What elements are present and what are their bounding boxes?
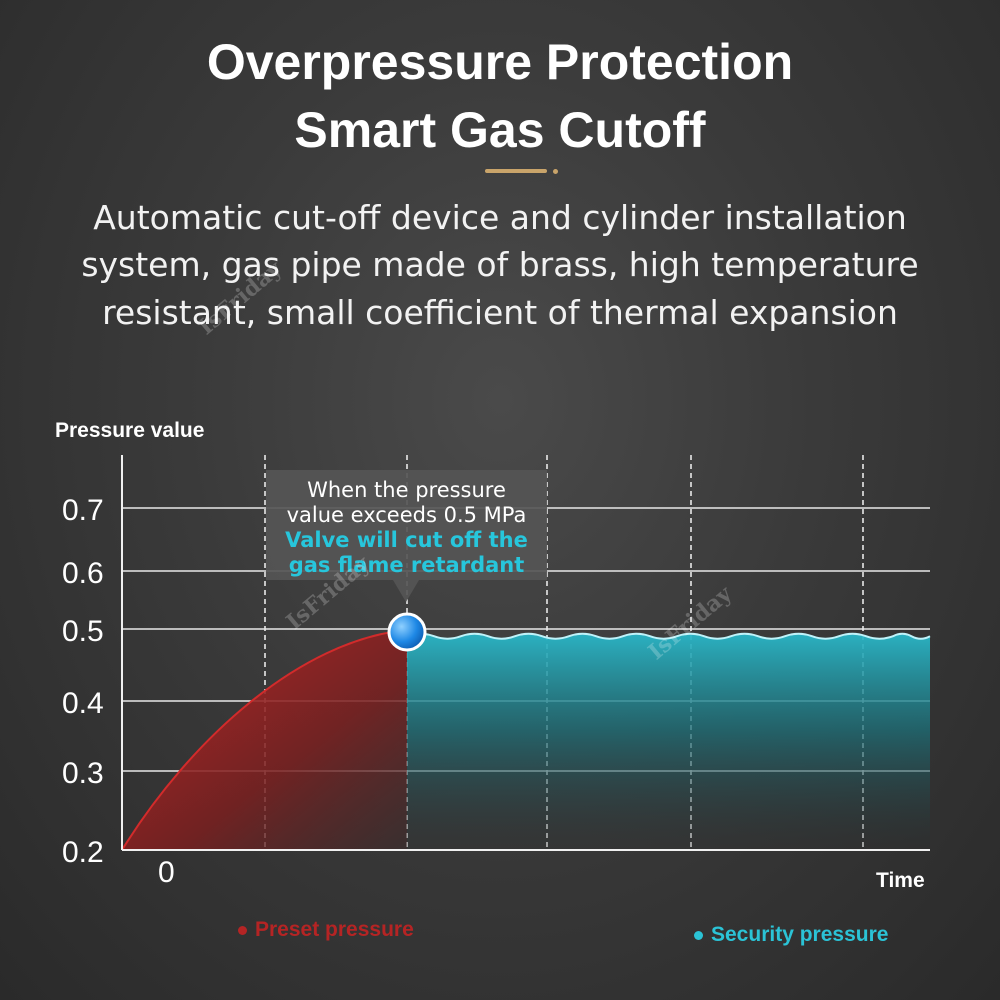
legend-preset-dot	[238, 925, 247, 935]
description-line-1: Automatic cut-off device and cylinder in…	[93, 198, 907, 237]
description-line-3: resistant, small coefficient of thermal …	[102, 293, 898, 332]
callout-line-1: When the pressure	[307, 478, 506, 502]
preset-pressure-line	[121, 629, 408, 851]
legend-preset-label: Preset pressure	[255, 918, 414, 941]
y-tick-label: 0.5	[62, 615, 104, 648]
title-line-1: Overpressure Protection	[206, 34, 794, 90]
preset-pressure-area	[122, 630, 407, 850]
title-divider	[485, 169, 547, 173]
cutoff-point-marker	[387, 612, 427, 652]
callout-pointer	[393, 580, 419, 602]
x-axis-title: Time	[876, 869, 925, 892]
y-tick-label: 0.2	[62, 836, 104, 869]
title-divider-dot	[553, 169, 558, 174]
callout-line-2: value exceeds 0.5 MPa	[286, 503, 527, 527]
y-tick-label: 0.4	[62, 687, 104, 720]
legend-security-dot	[694, 930, 703, 940]
legend-security-label: Security pressure	[711, 923, 889, 946]
x-tick-label: 0	[158, 856, 175, 889]
legend-preset-pressure: Preset pressure	[238, 918, 414, 942]
y-axis-title: Pressure value	[55, 419, 204, 442]
security-pressure-line	[406, 632, 931, 640]
security-pressure-area	[407, 633, 930, 850]
callout-line-3: Valve will cut off the	[285, 528, 528, 552]
cutoff-callout: When the pressure value exceeds 0.5 MPa …	[266, 470, 547, 580]
legend-security-pressure: Security pressure	[694, 923, 888, 947]
title-line-2: Smart Gas Cutoff	[294, 102, 706, 158]
y-tick-label: 0.3	[62, 757, 104, 790]
y-tick-label: 0.6	[62, 557, 104, 590]
callout-line-4: gas flame retardant	[288, 553, 525, 577]
y-tick-label: 0.7	[62, 494, 104, 527]
description-line-2: system, gas pipe made of brass, high tem…	[81, 245, 919, 284]
